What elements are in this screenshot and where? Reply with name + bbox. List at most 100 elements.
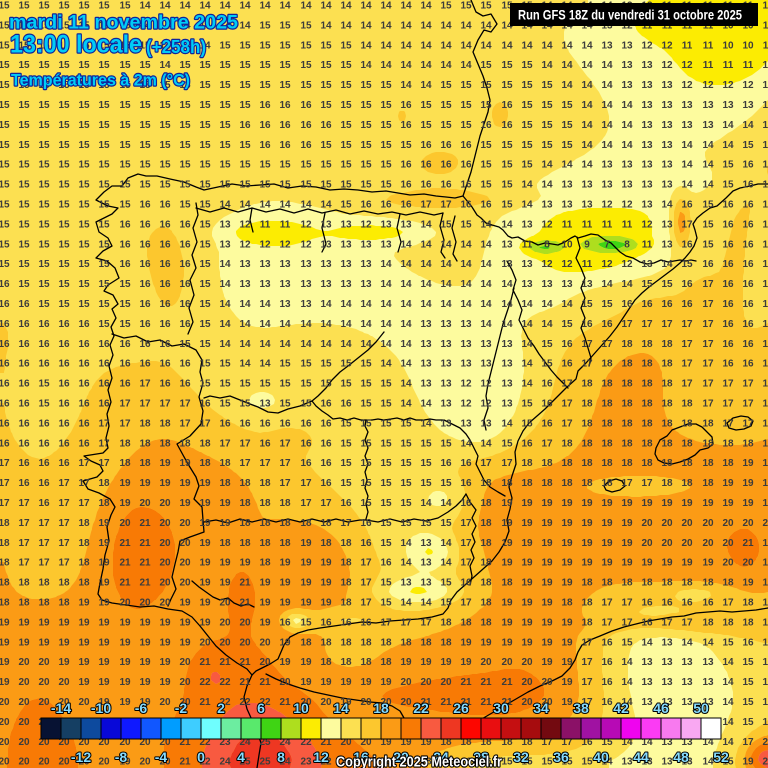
svg-text:18: 18 bbox=[581, 438, 593, 449]
svg-text:16: 16 bbox=[762, 637, 768, 648]
svg-text:12: 12 bbox=[460, 379, 472, 390]
svg-text:15: 15 bbox=[78, 120, 90, 131]
svg-text:14: 14 bbox=[360, 40, 372, 51]
svg-text:17: 17 bbox=[621, 617, 633, 628]
svg-text:13: 13 bbox=[420, 538, 432, 549]
svg-text:15: 15 bbox=[380, 80, 392, 91]
svg-text:19: 19 bbox=[199, 617, 211, 628]
svg-text:15: 15 bbox=[521, 120, 533, 131]
svg-text:36: 36 bbox=[553, 749, 569, 765]
svg-text:11: 11 bbox=[280, 219, 291, 230]
svg-text:14: 14 bbox=[541, 319, 553, 330]
svg-text:19: 19 bbox=[119, 757, 131, 768]
svg-text:20: 20 bbox=[501, 657, 513, 668]
svg-text:18: 18 bbox=[681, 578, 693, 589]
svg-text:22: 22 bbox=[413, 700, 429, 716]
svg-text:18: 18 bbox=[139, 438, 151, 449]
svg-text:15: 15 bbox=[18, 120, 30, 131]
svg-text:14: 14 bbox=[420, 80, 432, 91]
svg-text:17: 17 bbox=[179, 418, 191, 429]
svg-text:16: 16 bbox=[762, 200, 768, 211]
svg-text:19: 19 bbox=[360, 677, 372, 688]
svg-text:19: 19 bbox=[119, 657, 131, 668]
svg-text:18: 18 bbox=[259, 538, 271, 549]
svg-text:15: 15 bbox=[38, 180, 50, 191]
svg-text:17: 17 bbox=[702, 339, 714, 350]
svg-text:16: 16 bbox=[440, 458, 452, 469]
svg-text:15: 15 bbox=[300, 359, 312, 370]
svg-text:18: 18 bbox=[681, 418, 693, 429]
svg-text:15: 15 bbox=[541, 120, 553, 131]
svg-text:18: 18 bbox=[621, 359, 633, 370]
svg-text:19: 19 bbox=[300, 558, 312, 569]
svg-text:14: 14 bbox=[139, 1, 151, 12]
svg-text:15: 15 bbox=[219, 140, 231, 151]
svg-text:16: 16 bbox=[58, 379, 70, 390]
svg-text:19: 19 bbox=[742, 757, 754, 768]
svg-text:17: 17 bbox=[420, 617, 432, 628]
svg-text:15: 15 bbox=[300, 617, 312, 628]
svg-text:14: 14 bbox=[561, 80, 573, 91]
svg-text:15: 15 bbox=[501, 140, 513, 151]
svg-text:22: 22 bbox=[219, 697, 231, 708]
svg-text:19: 19 bbox=[300, 657, 312, 668]
svg-text:21: 21 bbox=[119, 558, 131, 569]
svg-text:15: 15 bbox=[320, 80, 332, 91]
svg-text:15: 15 bbox=[360, 80, 372, 91]
svg-text:20: 20 bbox=[58, 757, 70, 768]
svg-text:13: 13 bbox=[219, 239, 231, 250]
svg-text:14: 14 bbox=[440, 259, 452, 270]
svg-text:13: 13 bbox=[661, 219, 673, 230]
svg-text:16: 16 bbox=[38, 359, 50, 370]
svg-text:15: 15 bbox=[199, 160, 211, 171]
svg-text:18: 18 bbox=[480, 598, 492, 609]
svg-text:18: 18 bbox=[259, 498, 271, 509]
svg-text:20: 20 bbox=[661, 518, 673, 529]
svg-text:18: 18 bbox=[762, 578, 768, 589]
svg-text:18: 18 bbox=[661, 418, 673, 429]
svg-text:14: 14 bbox=[360, 20, 372, 31]
svg-text:20: 20 bbox=[521, 677, 533, 688]
svg-text:16: 16 bbox=[661, 299, 673, 310]
svg-text:16: 16 bbox=[400, 180, 412, 191]
svg-text:15: 15 bbox=[18, 180, 30, 191]
svg-text:15: 15 bbox=[179, 60, 191, 71]
svg-text:13: 13 bbox=[440, 379, 452, 390]
svg-text:19: 19 bbox=[139, 677, 151, 688]
svg-text:14: 14 bbox=[380, 359, 392, 370]
svg-text:18: 18 bbox=[78, 558, 90, 569]
svg-text:15: 15 bbox=[199, 100, 211, 111]
svg-text:12: 12 bbox=[259, 239, 271, 250]
svg-text:17: 17 bbox=[58, 498, 70, 509]
svg-text:16: 16 bbox=[18, 399, 30, 410]
svg-text:18: 18 bbox=[702, 458, 714, 469]
svg-text:15: 15 bbox=[239, 100, 251, 111]
svg-text:15: 15 bbox=[440, 100, 452, 111]
svg-text:18: 18 bbox=[641, 458, 653, 469]
svg-text:11: 11 bbox=[703, 40, 714, 51]
svg-text:15: 15 bbox=[259, 80, 271, 91]
svg-text:16: 16 bbox=[179, 279, 191, 290]
svg-text:14: 14 bbox=[380, 259, 392, 270]
svg-text:16: 16 bbox=[320, 399, 332, 410]
svg-text:13: 13 bbox=[641, 677, 653, 688]
svg-text:15: 15 bbox=[380, 160, 392, 171]
svg-text:17: 17 bbox=[259, 458, 271, 469]
svg-text:15: 15 bbox=[139, 160, 151, 171]
svg-text:15: 15 bbox=[159, 140, 171, 151]
svg-text:15: 15 bbox=[98, 180, 110, 191]
svg-text:15: 15 bbox=[78, 100, 90, 111]
svg-text:18: 18 bbox=[581, 578, 593, 589]
svg-text:18: 18 bbox=[581, 458, 593, 469]
svg-text:15: 15 bbox=[541, 339, 553, 350]
svg-text:16: 16 bbox=[460, 200, 472, 211]
svg-text:18: 18 bbox=[58, 598, 70, 609]
svg-text:18: 18 bbox=[601, 379, 613, 390]
svg-text:16: 16 bbox=[58, 339, 70, 350]
svg-text:14: 14 bbox=[722, 717, 734, 728]
svg-text:14: 14 bbox=[702, 757, 714, 768]
svg-text:16: 16 bbox=[742, 219, 754, 230]
svg-text:14: 14 bbox=[521, 379, 533, 390]
svg-text:17: 17 bbox=[762, 399, 768, 410]
svg-text:18: 18 bbox=[38, 598, 50, 609]
